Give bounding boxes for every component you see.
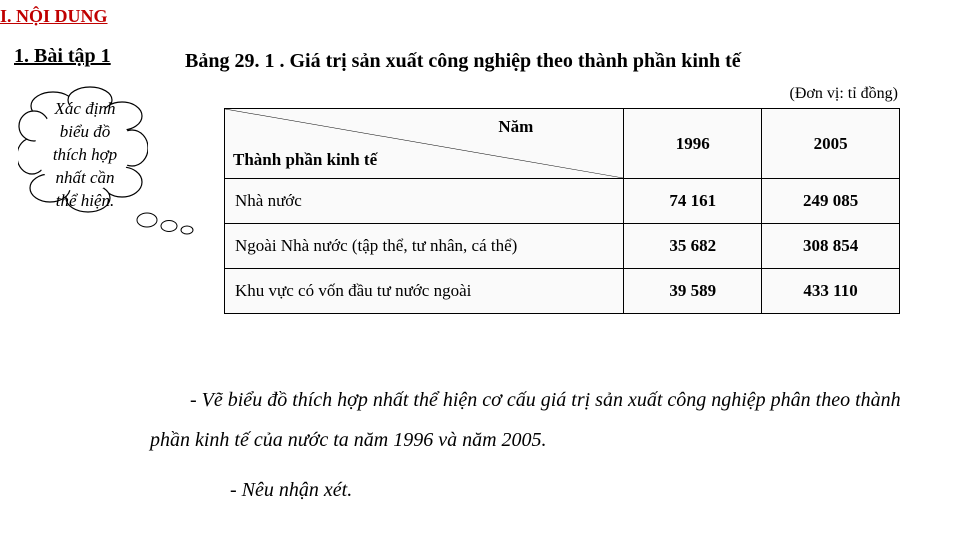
row-label: Nhà nước (225, 179, 624, 224)
cloud-line: thích hợp (53, 145, 117, 164)
unit-label: (Đơn vị: tỉ đồng) (790, 85, 898, 103)
header-year-label: Năm (498, 117, 533, 137)
table-caption: Bảng 29. 1 . Giá trị sản xuất công nghiệ… (185, 50, 741, 73)
table-row: Ngoài Nhà nước (tập thể, tư nhân, cá thể… (225, 224, 900, 269)
cell-value: 74 161 (624, 179, 762, 224)
cell-value: 308 854 (762, 224, 900, 269)
instruction-paragraph-2: - Nêu nhận xét. (150, 470, 920, 510)
cloud-line: biểu đồ (60, 122, 111, 141)
cloud-line: thể hiện. (56, 191, 115, 210)
header-category-label: Thành phần kinh tế (233, 150, 377, 170)
section-header: I. NỘI DUNG (0, 6, 108, 27)
cell-value: 35 682 (624, 224, 762, 269)
cloud-text: Xác định biểu đồ thích hợp nhất cần thể … (30, 98, 140, 213)
table-row: Nhà nước 74 161 249 085 (225, 179, 900, 224)
col-header-2005: 2005 (762, 109, 900, 179)
col-header-1996: 1996 (624, 109, 762, 179)
table-row: Khu vực có vốn đầu tư nước ngoài 39 589 … (225, 269, 900, 314)
row-label: Ngoài Nhà nước (tập thể, tư nhân, cá thể… (225, 224, 624, 269)
cloud-line: nhất cần (55, 168, 114, 187)
cell-value: 39 589 (624, 269, 762, 314)
exercise-title: 1. Bài tập 1 (14, 45, 111, 68)
data-table: Năm Thành phần kinh tế 1996 2005 Nhà nướ… (224, 108, 900, 314)
instruction-paragraph-1: - Vẽ biểu đồ thích hợp nhất thể hiện cơ … (150, 380, 920, 460)
table-header-row: Năm Thành phần kinh tế 1996 2005 (225, 109, 900, 179)
cloud-line: Xác định (55, 99, 116, 118)
thought-bubbles-icon (135, 210, 205, 240)
row-label: Khu vực có vốn đầu tư nước ngoài (225, 269, 624, 314)
cell-value: 249 085 (762, 179, 900, 224)
cell-value: 433 110 (762, 269, 900, 314)
header-diagonal-cell: Năm Thành phần kinh tế (225, 109, 624, 179)
